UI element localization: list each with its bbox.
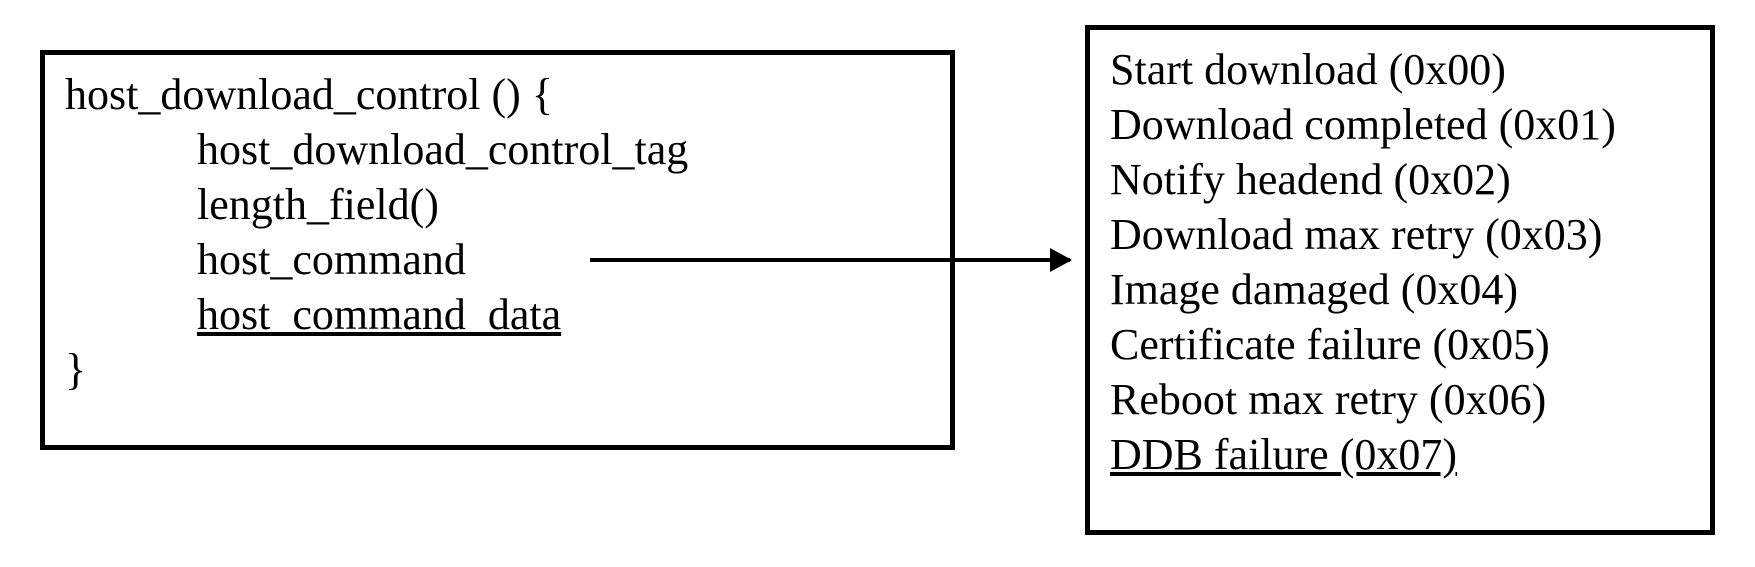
value-item-2: Notify headend (0x02) bbox=[1110, 152, 1690, 207]
value-item-7: DDB failure (0x07) bbox=[1110, 427, 1690, 482]
left-code-box: host_download_control () { host_download… bbox=[40, 50, 955, 450]
code-line-3: length_field() bbox=[65, 177, 930, 232]
right-values-box: Start download (0x00)Download completed … bbox=[1085, 25, 1715, 535]
value-item-1: Download completed (0x01) bbox=[1110, 97, 1690, 152]
code-line-2: host_download_control_tag bbox=[65, 122, 930, 177]
code-line-5-indent bbox=[65, 290, 197, 339]
value-item-3: Download max retry (0x03) bbox=[1110, 207, 1690, 262]
code-line-5-text: host_command_data bbox=[197, 290, 561, 339]
code-line-1: host_download_control () { bbox=[65, 67, 930, 122]
value-item-0: Start download (0x00) bbox=[1110, 42, 1690, 97]
code-line-5: host_command_data bbox=[65, 287, 930, 342]
code-line-6: } bbox=[65, 342, 930, 397]
value-item-5: Certificate failure (0x05) bbox=[1110, 317, 1690, 372]
value-item-6: Reboot max retry (0x06) bbox=[1110, 372, 1690, 427]
value-item-4: Image damaged (0x04) bbox=[1110, 262, 1690, 317]
arrow-host-command-to-values bbox=[590, 258, 1070, 262]
